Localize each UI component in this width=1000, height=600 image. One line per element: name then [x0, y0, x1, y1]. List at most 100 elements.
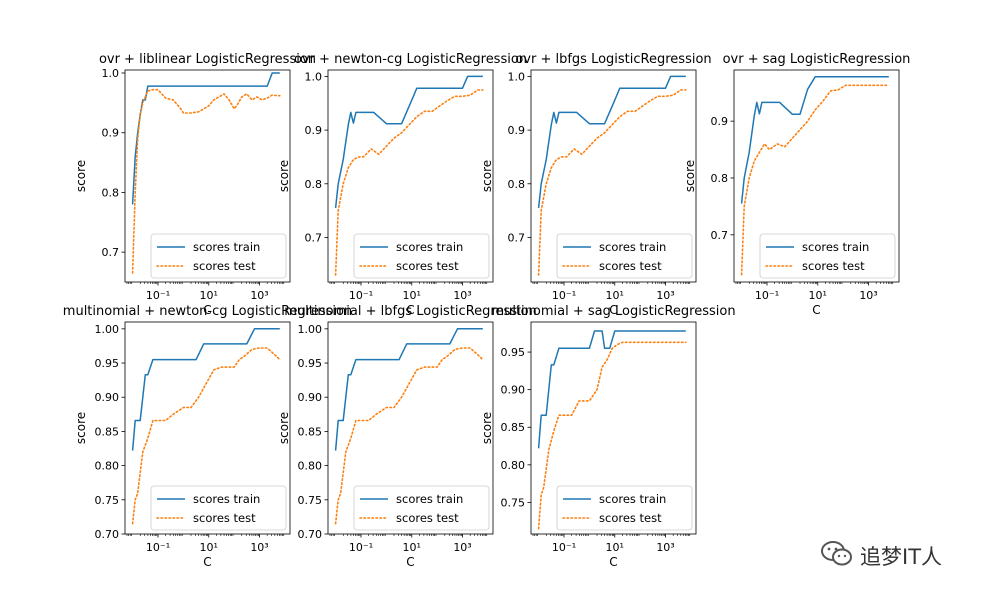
legend: scores train scores test	[556, 485, 693, 531]
legend: scores train scores test	[150, 233, 287, 279]
series-line-test	[740, 84, 890, 276]
x-tick-label: 10³	[859, 289, 877, 302]
y-tick-label: 0.70	[298, 528, 323, 541]
y-tick-label: 0.80	[501, 459, 526, 472]
y-tick-label: 1.0	[508, 70, 526, 83]
x-tick-label: 10⁻¹	[146, 541, 170, 554]
watermark-text: 追梦IT人	[860, 545, 943, 569]
series-line-train	[334, 75, 483, 208]
subplot-title: ovr + liblinear LogisticRegression	[99, 52, 316, 67]
subplot-5: 0.70 0.75 0.80 0.85 0.90 0.95 1.00 10⁻¹ 10¹ 10³ Cs…	[63, 304, 352, 569]
legend-label: scores test	[193, 511, 256, 525]
y-tick-label: 1.0	[305, 70, 323, 83]
x-axis-label: C	[203, 555, 211, 569]
legend-label: scores train	[599, 492, 666, 506]
y-tick-label: 0.85	[95, 425, 120, 438]
x-tick-label: 10¹	[200, 289, 218, 302]
y-axis-label: score	[480, 412, 494, 444]
y-axis-label: score	[683, 160, 697, 192]
subplot-title: multinomial + lbfgs LogisticRegression	[284, 304, 537, 319]
x-axis-label: C	[406, 555, 414, 569]
legend-label: scores test	[802, 259, 865, 273]
x-axis-label: C	[609, 303, 617, 317]
x-tick-label: 10¹	[606, 289, 624, 302]
legend-label: scores test	[599, 259, 662, 273]
y-tick-label: 0.8	[305, 178, 323, 191]
subplot-title: multinomial + sag LogisticRegression	[491, 304, 735, 319]
x-tick-label: 10¹	[606, 541, 624, 554]
series-line-train	[537, 330, 686, 449]
y-tick-label: 0.70	[95, 528, 120, 541]
legend-label: scores train	[396, 240, 463, 254]
y-axis-label: score	[277, 412, 291, 444]
y-tick-label: 1.0	[102, 67, 120, 80]
x-tick-label: 10³	[453, 289, 471, 302]
y-tick-label: 0.8	[102, 186, 120, 199]
subplot-title: ovr + newton-cg LogisticRegression	[294, 52, 527, 67]
y-tick-label: 0.8	[711, 172, 729, 185]
x-axis-label: C	[406, 303, 414, 317]
legend-label: scores test	[599, 511, 662, 525]
y-axis-label: score	[277, 160, 291, 192]
y-tick-label: 0.90	[95, 391, 120, 404]
legend: scores train scores test	[556, 233, 693, 279]
y-tick-label: 0.8	[508, 178, 526, 191]
x-tick-label: 10⁻¹	[552, 289, 576, 302]
y-tick-label: 0.90	[501, 384, 526, 397]
series-line-test	[537, 89, 687, 276]
x-tick-label: 10¹	[403, 289, 421, 302]
subplot-title: multinomial + newton-cg LogisticRegressi…	[63, 304, 352, 319]
subplot-title: ovr + sag LogisticRegression	[723, 52, 911, 67]
x-tick-label: 10⁻¹	[146, 289, 170, 302]
series-line-test	[131, 347, 281, 525]
y-tick-label: 0.9	[508, 124, 526, 137]
series-line-test	[334, 89, 484, 276]
x-tick-label: 10¹	[809, 289, 827, 302]
x-tick-label: 10⁻¹	[755, 289, 779, 302]
x-axis-label: C	[203, 303, 211, 317]
y-tick-label: 0.9	[711, 115, 729, 128]
legend-label: scores train	[396, 492, 463, 506]
series-line-train	[131, 328, 280, 451]
y-tick-label: 0.9	[305, 124, 323, 137]
legend: scores train scores test	[353, 485, 490, 531]
watermark: 追梦IT人	[820, 538, 990, 574]
legend-box	[353, 485, 490, 531]
legend-label: scores test	[396, 511, 459, 525]
legend-box	[150, 233, 287, 279]
y-axis-label: score	[74, 160, 88, 192]
y-tick-label: 0.95	[298, 357, 323, 370]
legend-box	[556, 233, 693, 279]
y-tick-label: 0.90	[298, 391, 323, 404]
x-tick-label: 10⁻¹	[349, 289, 373, 302]
y-tick-label: 0.95	[501, 346, 526, 359]
legend: scores train scores test	[759, 233, 896, 279]
legend: scores train scores test	[150, 485, 287, 531]
x-tick-label: 10³	[453, 541, 471, 554]
y-tick-label: 0.9	[102, 127, 120, 140]
subplot-title: ovr + lbfgs LogisticRegression	[515, 52, 711, 67]
x-tick-label: 10³	[250, 541, 268, 554]
x-tick-label: 10⁻¹	[552, 541, 576, 554]
legend-label: scores train	[193, 240, 260, 254]
y-tick-label: 0.85	[501, 421, 526, 434]
y-tick-label: 1.00	[95, 323, 120, 336]
x-tick-label: 10³	[656, 541, 674, 554]
series-line-train	[334, 328, 483, 451]
x-tick-label: 10⁻¹	[349, 541, 373, 554]
series-line-test	[334, 347, 484, 525]
legend-label: scores train	[193, 492, 260, 506]
wechat-icon	[820, 540, 854, 572]
legend-label: scores train	[599, 240, 666, 254]
y-tick-label: 0.85	[298, 425, 323, 438]
x-axis-label: C	[609, 555, 617, 569]
series-line-train	[131, 72, 280, 205]
legend-box	[556, 485, 693, 531]
series-line-test	[537, 341, 687, 530]
y-tick-label: 0.7	[508, 231, 526, 244]
